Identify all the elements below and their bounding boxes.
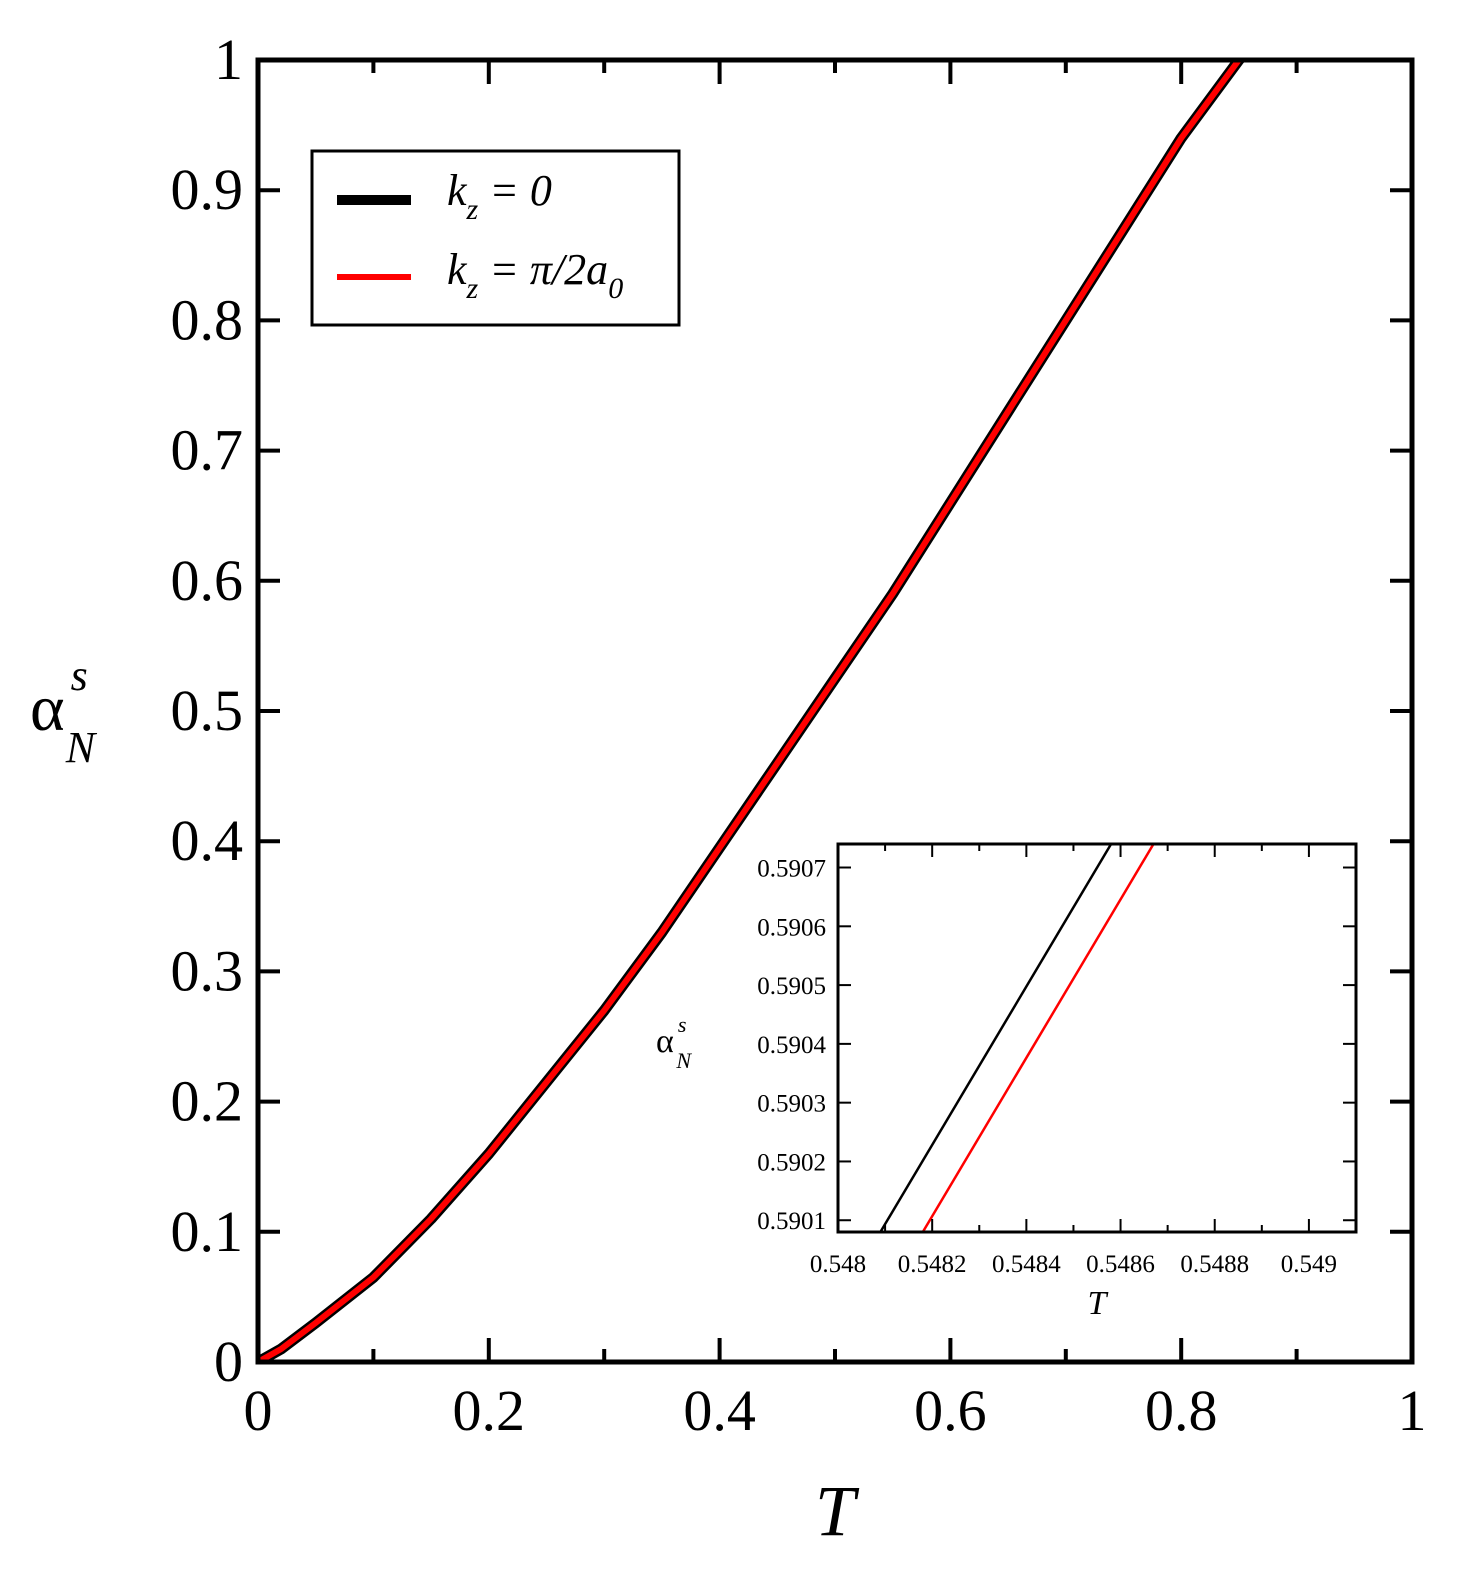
main-ticklabels-layer: 0 0.2 0.4 0.6 0.8 1 0 0.1 0.2 0.3 0.4 0.5 0.6 0.7 0.8 0… <box>171 27 1427 1443</box>
legend-label-kpi: kz = π/2a0 <box>447 245 623 305</box>
inset-xtick-label: 0.5488 <box>1180 1251 1249 1278</box>
main-ytick-label: 0 <box>214 1329 243 1394</box>
main-xtick-label: 0.2 <box>453 1378 526 1443</box>
main-ytick-label: 0.1 <box>171 1199 244 1264</box>
inset-series-line-0 <box>879 844 1113 1232</box>
inset-plot: 0.548 0.5482 0.5484 0.5486 0.5488 0.549 0.5901… <box>656 842 1358 1322</box>
main-x-axis-label: T <box>815 1471 860 1551</box>
main-ytick-label: 0.4 <box>171 808 244 873</box>
main-xtick-label: 1 <box>1398 1378 1427 1443</box>
inset-y-axis-label-sub: N <box>675 1048 692 1073</box>
inset-xtick-label: 0.5484 <box>992 1251 1061 1278</box>
inset-ytick-label: 0.5906 <box>757 914 826 941</box>
inset-ytick-label: 0.5904 <box>757 1032 826 1059</box>
inset-x-axis-label: T <box>1088 1285 1109 1322</box>
main-y-axis-label-sub: N <box>65 723 98 772</box>
main-ytick-label: 0.7 <box>171 418 244 483</box>
main-ytick-label: 0.5 <box>171 678 244 743</box>
inset-ytick-label: 0.5902 <box>757 1149 826 1176</box>
inset-xtick-label: 0.549 <box>1281 1251 1337 1278</box>
main-ytick-label: 0.6 <box>171 548 244 613</box>
inset-background <box>838 844 1356 1232</box>
main-xtick-label: 0.4 <box>683 1378 756 1443</box>
main-xtick-label: 0.6 <box>914 1378 987 1443</box>
main-series-line-1 <box>258 60 1243 1362</box>
inset-y-axis-label-sup: s <box>678 1012 687 1037</box>
inset-ytick-label: 0.5907 <box>757 856 826 883</box>
inset-series-layer <box>879 844 1155 1232</box>
main-xtick-label: 0 <box>244 1378 273 1443</box>
main-xtick-label: 0.8 <box>1145 1378 1218 1443</box>
inset-ytick-label: 0.5905 <box>757 973 826 1000</box>
inset-y-axis-label-base: α <box>656 1023 674 1060</box>
inset-xtick-label: 0.548 <box>810 1251 866 1278</box>
main-ticks-layer <box>256 58 1414 1364</box>
legend-label-k0: kz = 0 <box>447 166 552 226</box>
main-y-axis-label-sup: s <box>71 651 88 700</box>
inset-series-line-1 <box>921 844 1155 1232</box>
main-ytick-label: 0.3 <box>171 938 244 1003</box>
inset-plot-frame <box>836 842 1358 1234</box>
main-ytick-label: 1 <box>214 27 243 92</box>
main-y-axis-label-base: α <box>30 672 65 745</box>
legend-box <box>310 149 681 327</box>
main-ytick-label: 0.8 <box>171 287 244 352</box>
inset-ytick-label: 0.5901 <box>757 1208 826 1235</box>
inset-ytick-label: 0.5903 <box>757 1091 826 1118</box>
inset-xtick-label: 0.5486 <box>1086 1251 1155 1278</box>
main-ytick-label: 0.9 <box>171 157 244 222</box>
inset-ticks-layer <box>837 844 1356 1232</box>
inset-xtick-label: 0.5482 <box>898 1251 967 1278</box>
main-series-layer <box>258 60 1247 1362</box>
main-ytick-label: 0.2 <box>171 1069 244 1134</box>
main-plot: 0 0.2 0.4 0.6 0.8 1 0 0.1 0.2 0.3 0.4 0.5 0.6 0.7 0.8 0… <box>30 27 1427 1551</box>
inset-ticklabels-layer: 0.548 0.5482 0.5484 0.5486 0.5488 0.549 0.5901… <box>757 856 1337 1278</box>
legend: kz = 0 kz = π/2a0 <box>310 149 681 327</box>
